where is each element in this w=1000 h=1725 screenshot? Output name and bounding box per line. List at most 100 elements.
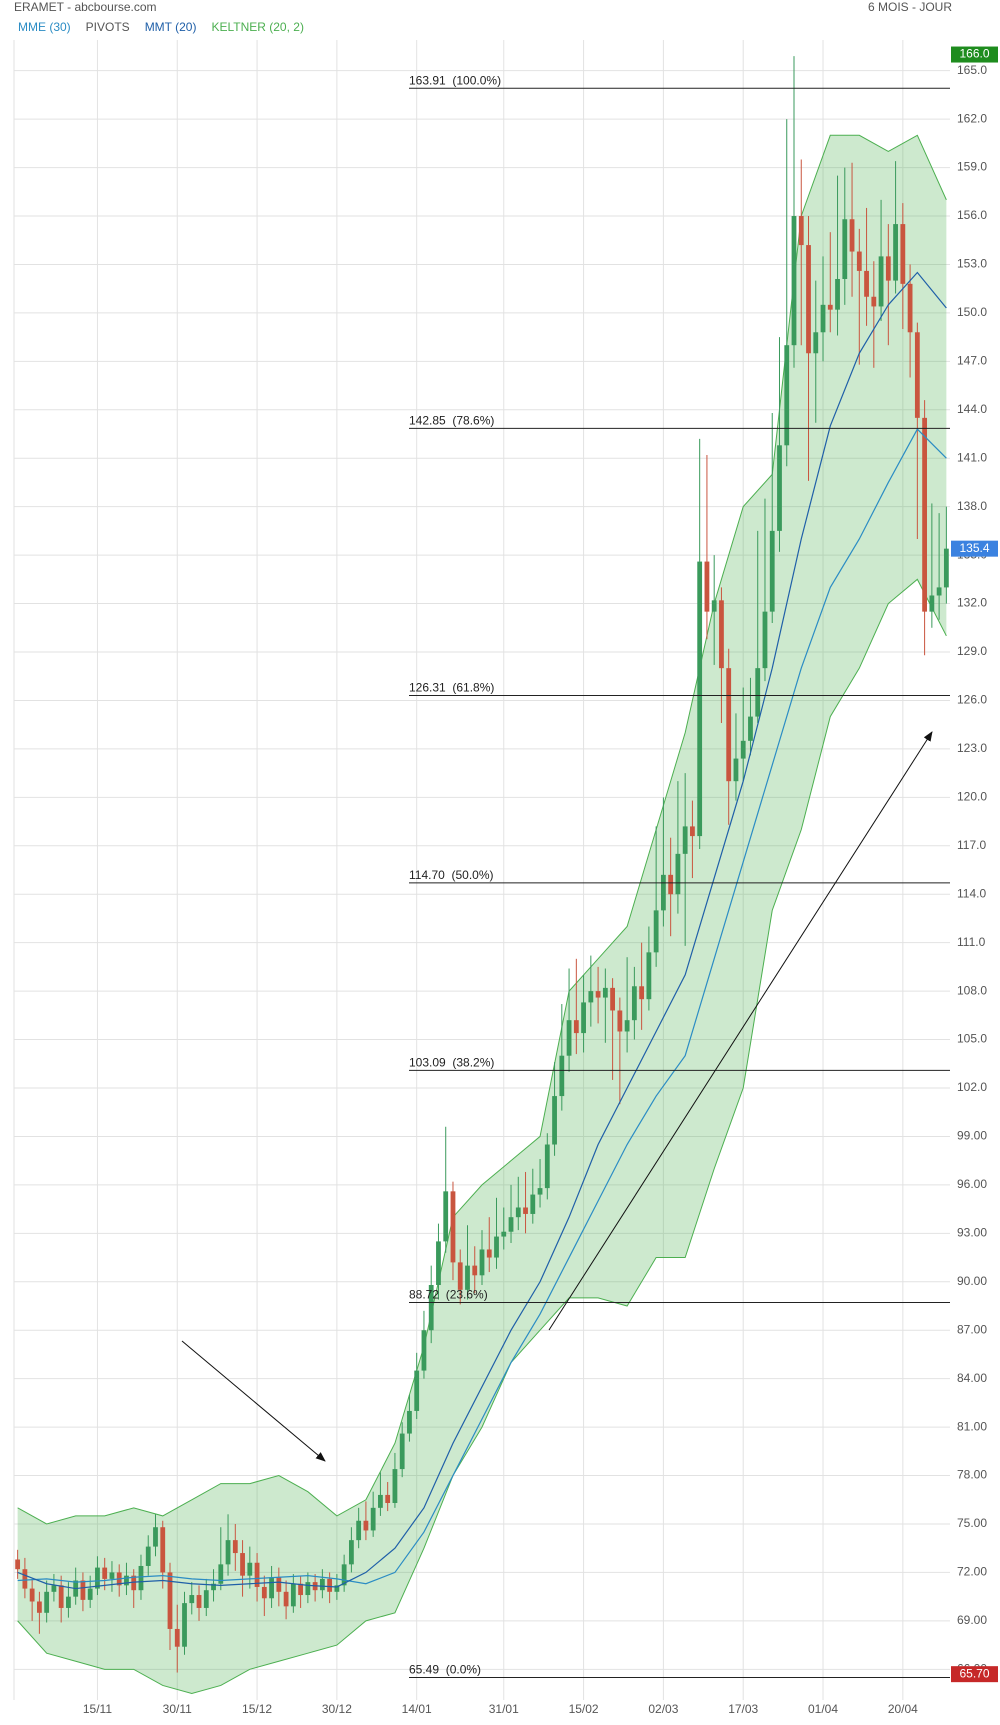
y-tick-label: 81.00 [957,1419,987,1433]
y-tick-label: 153.0 [957,257,987,271]
candle-body [421,1330,427,1371]
y-tick-label: 132.0 [957,596,987,610]
candle-body [261,1586,267,1599]
candle-body [276,1577,282,1592]
candle-body [762,611,768,669]
x-tick-label: 15/12 [242,1702,272,1716]
candle-body [305,1582,311,1596]
candle-body [95,1567,100,1589]
grid [13,40,950,1700]
candle-body [160,1527,166,1573]
candle-body [726,668,732,782]
candle-body [922,417,928,612]
candle-body [827,304,833,310]
candle-body [428,1285,434,1331]
candle-body [624,1020,630,1032]
candle-body [755,668,761,717]
candle-body [494,1236,499,1258]
x-tick-label: 15/11 [83,1702,112,1716]
x-tick-label: 01/04 [808,1702,838,1716]
candle-body [363,1520,369,1531]
keltner-upper [17,134,947,1525]
candle-body [247,1562,253,1576]
candle-body [254,1562,260,1587]
keltner-band [17,134,947,1695]
labels: 66.0069.0072.0075.0078.0081.0084.0087.00… [83,46,998,1716]
candle-body [842,219,848,279]
candle-body [748,716,753,741]
moving-average [17,428,947,1585]
y-tick-label: 147.0 [957,354,987,368]
candle-body [138,1565,144,1591]
candle-body [653,910,659,953]
candle-body [682,826,688,854]
candle-body [515,1207,521,1218]
candle-body [392,1469,398,1503]
pivot-label: 163.91 (100.0%) [409,73,501,87]
candle-body [203,1590,209,1608]
candle-body [189,1595,195,1604]
candle-body [798,216,804,246]
y-tick-label: 162.0 [957,111,987,125]
chart-title: ERAMET - abcbourse.com [14,0,157,14]
period: 6 MOIS - JOUR [868,0,952,14]
candle-body [479,1249,485,1276]
candle-body [885,256,891,281]
x-tick-label: 15/02 [569,1702,599,1716]
candle-body [704,561,710,612]
candle-body [58,1585,64,1608]
y-tick-label: 111.0 [957,935,986,949]
candle-body [196,1595,202,1608]
keltner-fill [17,135,947,1694]
candle-body [486,1249,492,1258]
candle-body [893,224,898,281]
candle-body [806,245,811,354]
candle-body [660,874,666,911]
legend: MME (30) PIVOTS MMT (20) KELTNER (20, 2) [18,20,304,34]
candle-body [370,1507,376,1531]
candle-body [153,1527,158,1547]
candle-body [537,1188,543,1195]
candle-body [523,1207,528,1214]
candle-body [399,1433,405,1470]
candle-body [334,1585,340,1592]
candle-body [44,1591,50,1613]
candles [15,56,949,1673]
candle-body [240,1553,245,1576]
y-tick-label: 123.0 [957,741,987,755]
moving-average [17,271,947,1590]
candle-body [711,600,717,612]
candle-body [595,991,601,998]
candle-body [211,1583,216,1591]
candle-body [719,600,724,669]
candle-body [109,1572,115,1579]
candle-body [218,1564,224,1584]
annotation-arrow [548,731,933,1331]
candle-body [929,595,935,612]
legend-entry: KELTNER (20, 2) [211,20,303,34]
pivot-label: 103.09 (38.2%) [409,1056,494,1070]
candle-body [436,1241,441,1285]
candle-body [414,1370,420,1411]
x-tick-label: 02/03 [648,1702,678,1716]
candle-body [864,270,869,297]
candle-body [501,1231,507,1237]
candle-body [102,1567,108,1579]
y-tick-label: 159.0 [957,160,987,174]
candle-body [131,1575,137,1591]
candle-body [290,1583,296,1607]
candle-body [174,1628,180,1647]
candle-body [675,853,681,895]
legend-entry: MMT (20) [145,20,197,34]
candle-body [907,283,913,333]
price-marker-label: 65.70 [959,1666,989,1680]
y-tick-label: 90.00 [957,1274,987,1288]
x-tick-label: 30/12 [322,1702,352,1716]
candle-body [327,1578,333,1592]
candle-body [29,1588,35,1602]
candle-body [668,874,674,895]
candle-body [167,1572,173,1629]
y-tick-label: 117.0 [957,838,986,852]
candle-body [472,1265,478,1276]
